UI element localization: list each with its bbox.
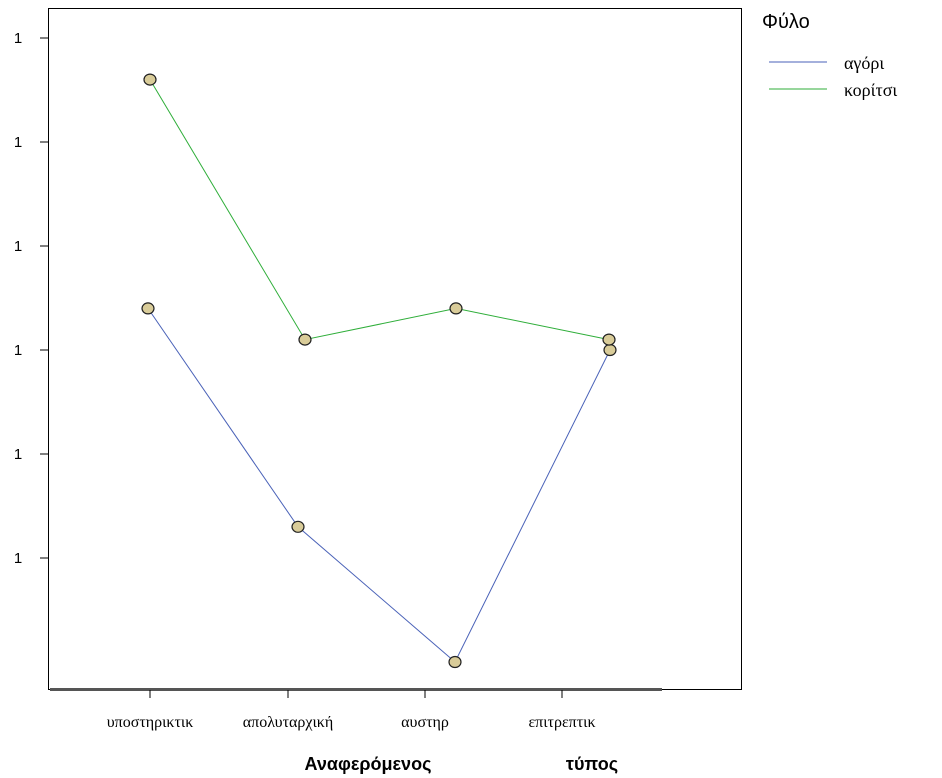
x-axis-title-part-1: Αναφερόμενος: [305, 754, 432, 774]
x-tick-label-0: υποστηρικτικ: [107, 714, 194, 731]
series-line-1: [149, 79, 610, 341]
x-axis-title-part-2: τύπος: [566, 754, 618, 774]
y-tick-label-4: 1: [14, 446, 22, 463]
data-point-series-0-1: [291, 520, 305, 533]
x-axis: υποστηρικτικ απολυταρχική αυστηρ επιτρεπτικ: [107, 690, 596, 731]
series-line-0: [147, 308, 611, 663]
y-tick-label-0: 1: [14, 30, 22, 47]
y-tick-label-1: 1: [14, 134, 22, 151]
x-tick-label-1: απολυταρχική: [243, 714, 333, 731]
data-point-series-1-2: [449, 302, 463, 315]
plot-frame: [48, 8, 742, 690]
data-point-series-1-3: [602, 333, 616, 346]
legend-title: Φύλο: [762, 11, 810, 33]
y-tick-label-5: 1: [14, 550, 22, 567]
data-point-series-1-1: [298, 333, 312, 346]
x-tick-label-2: αυστηρ: [401, 714, 449, 731]
y-tick-label-2: 1: [14, 238, 22, 255]
y-axis: 1 1 1 1 1 1: [14, 30, 48, 567]
data-point-series-0-3: [603, 343, 617, 357]
x-tick-label-3: επιτρεπτικ: [528, 714, 595, 731]
legend-label-boy: αγόρι: [844, 53, 884, 73]
legend: Φύλο αγόρι κορίτσι: [762, 11, 897, 100]
y-tick-label-3: 1: [14, 342, 22, 359]
x-axis-title: Αναφερόμενος τύπος: [305, 754, 619, 774]
data-point-series-1-0: [143, 73, 157, 86]
data-point-series-0-0: [141, 302, 155, 315]
data-point-series-0-2: [448, 655, 462, 669]
series-layer: [141, 73, 617, 669]
legend-label-girl: κορίτσι: [844, 80, 897, 100]
